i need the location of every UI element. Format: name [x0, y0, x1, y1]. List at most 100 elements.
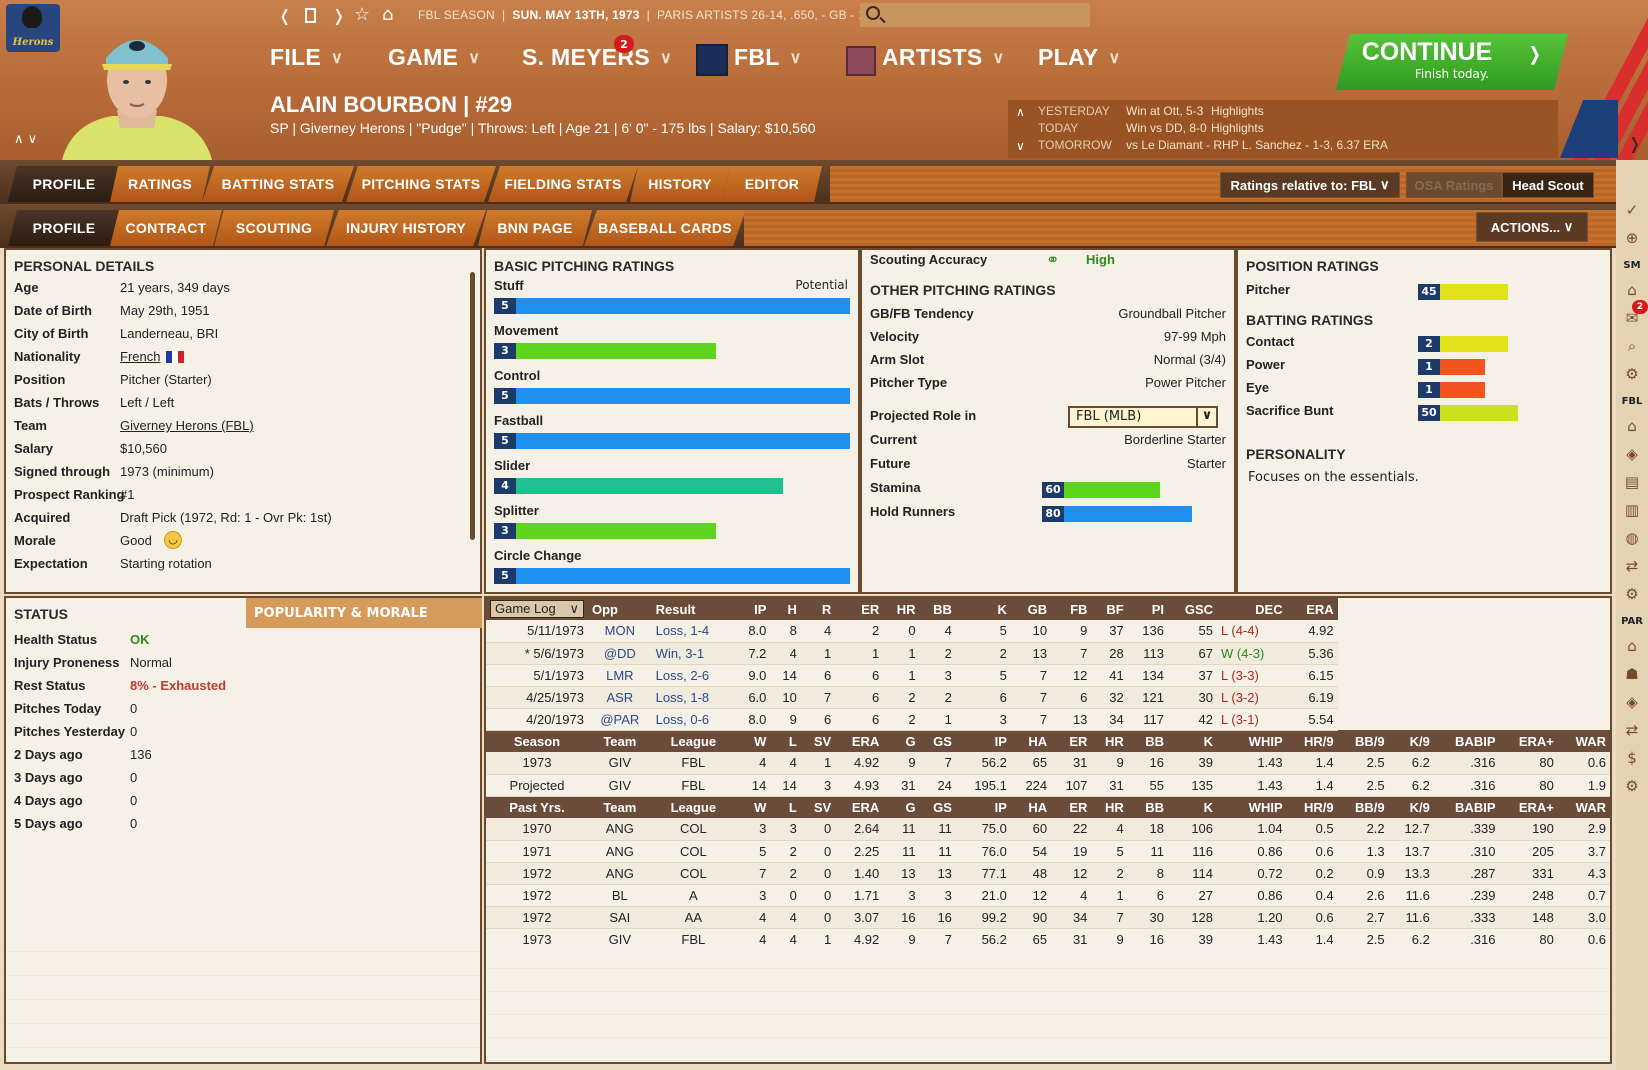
team-home-icon[interactable]: ⌂: [1627, 637, 1637, 655]
season-header[interactable]: HA: [1010, 730, 1052, 752]
team-transactions-icon[interactable]: ⇄: [1625, 721, 1639, 739]
tab-status[interactable]: STATUS: [6, 598, 246, 628]
past-header[interactable]: ERA+: [1499, 796, 1558, 818]
tab-history[interactable]: HISTORY: [630, 166, 730, 202]
scrollbar[interactable]: [468, 250, 478, 590]
past-header[interactable]: W: [735, 796, 771, 818]
season-header[interactable]: GS: [919, 730, 956, 752]
season-header[interactable]: WHIP: [1217, 730, 1287, 752]
personal-row-value[interactable]: French: [120, 349, 161, 364]
season-header[interactable]: L: [770, 730, 801, 752]
gamelog-header[interactable]: BB: [919, 598, 956, 620]
gamelog-cell[interactable]: LMR: [588, 664, 652, 687]
past-header[interactable]: Team: [588, 796, 652, 818]
season-header[interactable]: Team: [588, 730, 652, 752]
transactions-icon[interactable]: ⇄: [1625, 557, 1639, 575]
continue-button[interactable]: CONTINUE ❭ Finish today.: [1336, 34, 1568, 90]
news-icon[interactable]: ▤: [1624, 473, 1640, 491]
past-header[interactable]: BB: [1127, 796, 1168, 818]
gamelog-row[interactable]: 5/11/1973 MON Loss, 1-4 8.0 8 4 2 0 4 5 10 9 37 136 55…: [486, 620, 1610, 643]
season-header[interactable]: ER: [1051, 730, 1092, 752]
tab-profile[interactable]: PROFILE: [8, 166, 120, 202]
finances-icon[interactable]: $: [1627, 749, 1637, 767]
past-header[interactable]: ERA: [835, 796, 884, 818]
team-diamond-icon[interactable]: ◈: [1626, 693, 1638, 711]
league-settings-icon[interactable]: ⚙: [1625, 585, 1639, 603]
gamelog-row[interactable]: 4/20/1973 @PAR Loss, 0-6 8.0 9 6 6 2 1 3 7 13 34 117 4…: [486, 708, 1610, 731]
gamelog-header[interactable]: ERA: [1286, 598, 1338, 620]
past-header[interactable]: ER: [1051, 796, 1092, 818]
gear-icon[interactable]: ⚙: [1625, 365, 1639, 383]
mail-icon[interactable]: ✉: [1625, 309, 1639, 327]
back-arrow-icon[interactable]: ❬: [278, 6, 292, 25]
season-header[interactable]: HR/9: [1286, 730, 1338, 752]
past-header[interactable]: WAR: [1557, 796, 1610, 818]
gamelog-cell[interactable]: Loss, 2-6: [651, 664, 736, 687]
gamelog-header[interactable]: IP: [735, 598, 771, 620]
search-input[interactable]: [860, 3, 1090, 27]
season-header[interactable]: SV: [800, 730, 836, 752]
gamelog-cell[interactable]: Win, 3-1: [651, 642, 736, 665]
subtab-bnn-page[interactable]: BNN PAGE: [478, 210, 592, 246]
gamelog-header[interactable]: H: [770, 598, 801, 620]
team-record[interactable]: PARIS ARTISTS 26-14, .650, - GB - 1st: [657, 8, 875, 22]
gamelog-select[interactable]: Game Log ∨: [486, 598, 588, 620]
home-icon[interactable]: ⌂: [1627, 281, 1637, 299]
gamelog-header[interactable]: BF: [1091, 598, 1128, 620]
past-header[interactable]: HA: [1010, 796, 1052, 818]
check-icon[interactable]: ✓: [1625, 201, 1639, 219]
menu-fbl[interactable]: FBL ∨: [734, 44, 802, 71]
past-header[interactable]: WHIP: [1217, 796, 1287, 818]
gamelog-cell[interactable]: MON: [588, 620, 652, 643]
gamelog-cell[interactable]: Loss, 1-4: [651, 620, 736, 643]
subtab-contract[interactable]: CONTRACT: [110, 210, 222, 246]
expand-sidebar-icon[interactable]: ❭: [1628, 134, 1642, 153]
season-header[interactable]: Season: [486, 730, 588, 752]
past-header[interactable]: Past Yrs.: [486, 796, 588, 818]
search-icon[interactable]: ⌕: [1627, 337, 1637, 355]
tab-editor[interactable]: EDITOR: [722, 166, 822, 202]
season-header[interactable]: WAR: [1557, 730, 1610, 752]
past-header[interactable]: League: [651, 796, 736, 818]
diamond-icon[interactable]: ◈: [1626, 445, 1638, 463]
past-header[interactable]: HR: [1091, 796, 1128, 818]
season-header[interactable]: BB: [1127, 730, 1168, 752]
league-home-icon[interactable]: ⌂: [1627, 417, 1637, 435]
subtab-scouting[interactable]: SCOUTING: [214, 210, 334, 246]
gamelog-header[interactable]: ER: [835, 598, 884, 620]
forward-arrow-icon[interactable]: ❭: [332, 6, 346, 25]
collapse-arrows-icon[interactable]: ∧ ∨: [14, 132, 38, 147]
tab-batting-stats[interactable]: BATTING STATS: [202, 166, 354, 202]
gamelog-header[interactable]: Opp: [588, 598, 652, 620]
past-header[interactable]: SV: [800, 796, 836, 818]
gamelog-cell[interactable]: ASR: [588, 686, 652, 709]
past-header[interactable]: HR/9: [1286, 796, 1338, 818]
menu-manager[interactable]: S. MEYERS ∨: [522, 44, 672, 71]
gamelog-row[interactable]: * 5/6/1973 @DD Win, 3-1 7.2 4 1 1 1 2 2 13 7 28 113 67…: [486, 642, 1610, 665]
team-logo[interactable]: Herons: [6, 4, 60, 52]
season-header[interactable]: K: [1167, 730, 1218, 752]
past-header[interactable]: L: [770, 796, 801, 818]
roster-icon[interactable]: ☗: [1625, 665, 1639, 683]
home-icon[interactable]: ⌂: [382, 4, 394, 25]
page-icon[interactable]: [305, 8, 316, 23]
past-header[interactable]: IP: [955, 796, 1011, 818]
past-header[interactable]: K: [1167, 796, 1218, 818]
season-header[interactable]: BABIP: [1433, 730, 1500, 752]
menu-artists[interactable]: ARTISTS ∨: [882, 44, 1005, 71]
past-header[interactable]: BB/9: [1337, 796, 1389, 818]
actions-menu-button[interactable]: ACTIONS... ∨: [1476, 212, 1588, 242]
gamelog-header[interactable]: K: [955, 598, 1011, 620]
gamelog-row[interactable]: 5/1/1973 LMR Loss, 2-6 9.0 14 6 6 1 3 5 7 12 41 134 37…: [486, 664, 1610, 687]
subtab-baseball-cards[interactable]: BASEBALL CARDS: [584, 210, 746, 246]
star-icon[interactable]: ☆: [354, 4, 371, 25]
schedule-result[interactable]: vs Le Diamant - RHP L. Sanchez - 1-3, 6.…: [1126, 138, 1388, 152]
season-header[interactable]: G: [883, 730, 920, 752]
gamelog-cell[interactable]: Loss, 1-8: [651, 686, 736, 709]
personal-row-value[interactable]: Giverney Herons (FBL): [120, 418, 254, 433]
gamelog-select-box[interactable]: Game Log ∨: [490, 600, 584, 618]
season-header[interactable]: IP: [955, 730, 1011, 752]
season-header[interactable]: HR: [1091, 730, 1128, 752]
tab-fielding-stats[interactable]: FIELDING STATS: [488, 166, 638, 202]
season-header[interactable]: W: [735, 730, 771, 752]
